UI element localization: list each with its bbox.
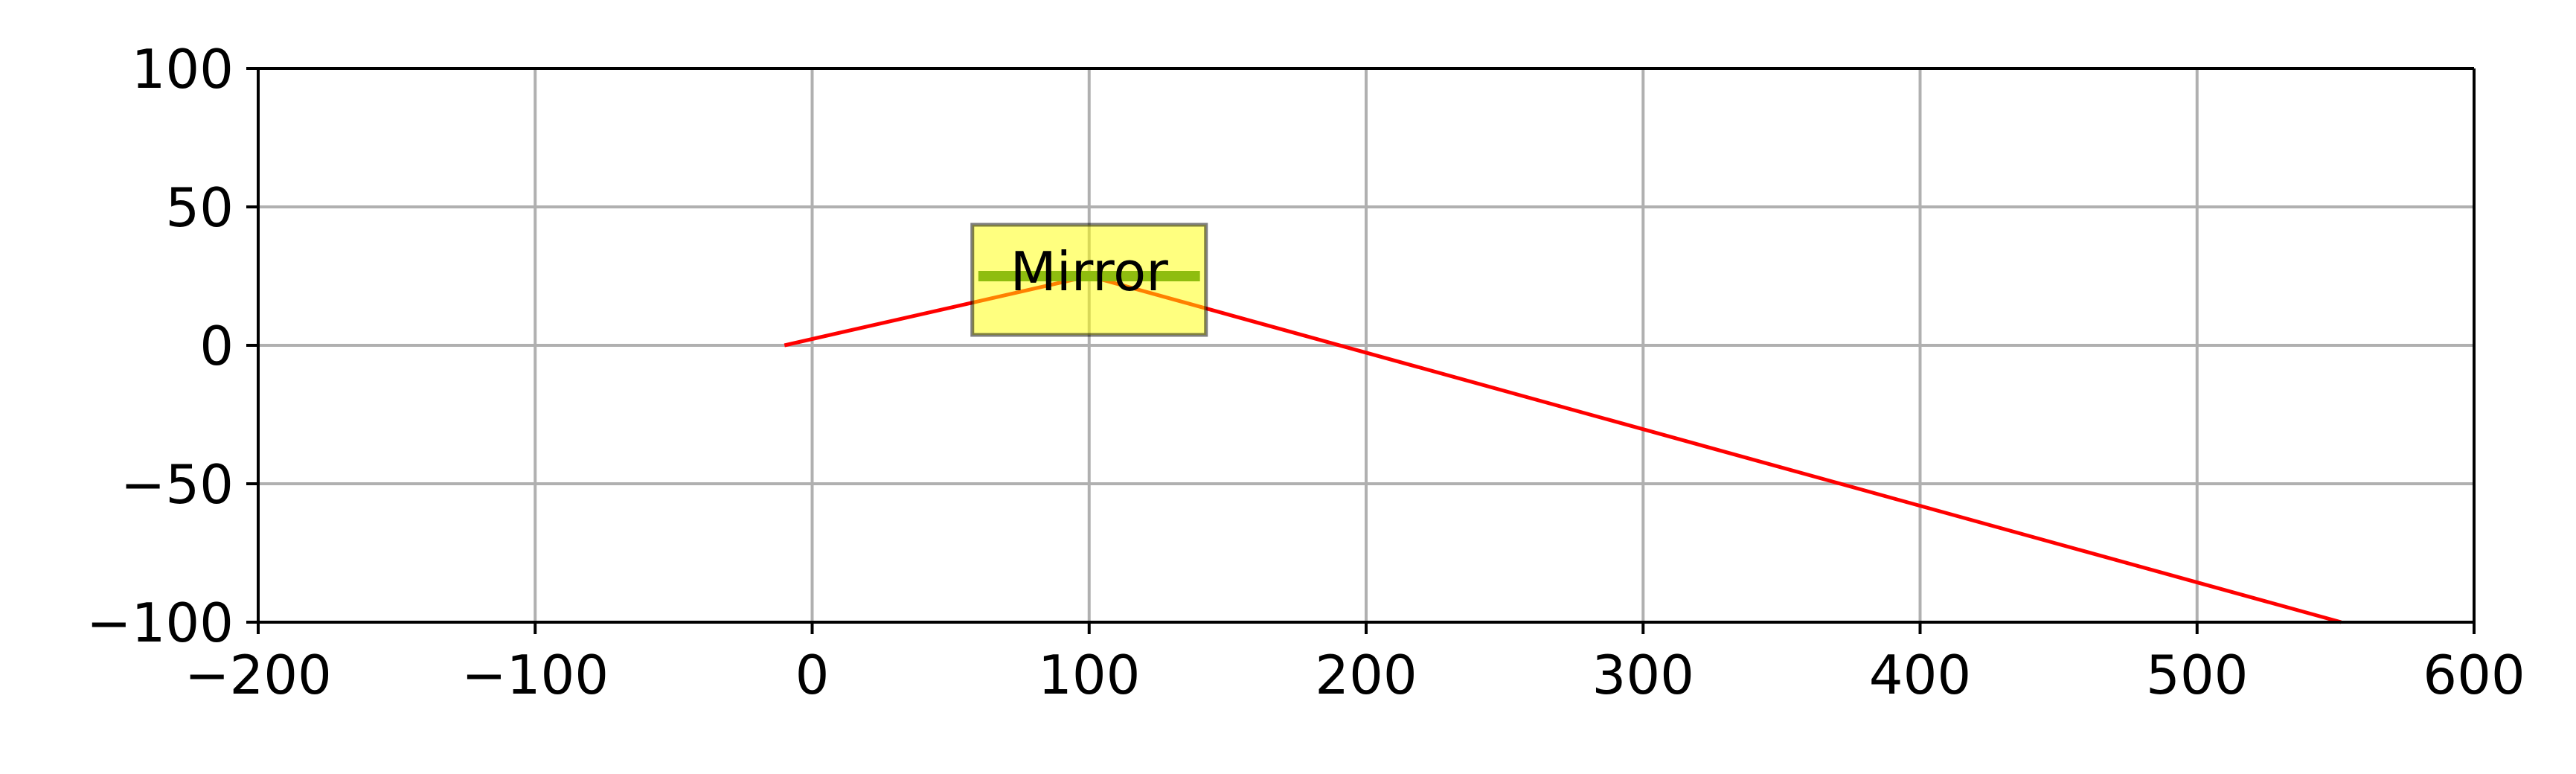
- annotation-label: Mirror: [1010, 240, 1169, 303]
- x-tick-label: 200: [1315, 644, 1417, 706]
- grid-layer: [257, 67, 2476, 624]
- x-tick-label: 500: [2146, 644, 2248, 706]
- y-tick-label: 0: [199, 315, 234, 377]
- annotation-layer: Mirror: [970, 223, 1208, 337]
- x-tick-label: 300: [1592, 644, 1694, 706]
- x-tick-label: 600: [2423, 644, 2525, 706]
- y-tick-label: −100: [86, 592, 234, 654]
- x-tick-label: −100: [461, 644, 609, 706]
- x-tick-label: 0: [795, 644, 830, 706]
- x-tick-label: 400: [1869, 644, 1971, 706]
- y-tick-label: −50: [121, 453, 234, 516]
- x-tick-label: 100: [1038, 644, 1140, 706]
- x-tick-label: −200: [185, 644, 332, 706]
- annotation-box: [970, 223, 1208, 337]
- y-tick-label: 100: [132, 38, 234, 100]
- y-tick-label: 50: [165, 176, 234, 239]
